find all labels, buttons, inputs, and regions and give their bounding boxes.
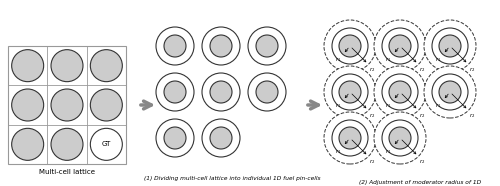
Circle shape xyxy=(424,66,476,118)
Circle shape xyxy=(164,127,186,149)
Circle shape xyxy=(51,50,83,82)
Text: $r_1$: $r_1$ xyxy=(385,101,392,110)
Circle shape xyxy=(210,127,232,149)
Circle shape xyxy=(439,81,461,103)
Circle shape xyxy=(248,73,286,111)
Circle shape xyxy=(389,81,411,103)
Circle shape xyxy=(332,74,368,110)
Text: $r_2$: $r_2$ xyxy=(370,157,376,166)
Circle shape xyxy=(202,73,240,111)
Circle shape xyxy=(202,119,240,157)
Circle shape xyxy=(164,81,186,103)
Circle shape xyxy=(374,66,426,118)
Circle shape xyxy=(12,89,44,121)
Text: $r_2$: $r_2$ xyxy=(470,65,476,74)
Circle shape xyxy=(324,20,376,72)
Circle shape xyxy=(332,28,368,64)
Circle shape xyxy=(164,35,186,57)
Text: $r_2$: $r_2$ xyxy=(370,111,376,120)
Circle shape xyxy=(12,128,44,160)
Circle shape xyxy=(210,81,232,103)
Text: (1) Dividing multi-cell lattice into individual 1D fuel pin-cells: (1) Dividing multi-cell lattice into ind… xyxy=(144,176,320,181)
Circle shape xyxy=(424,20,476,72)
Circle shape xyxy=(324,66,376,118)
Text: $r_1$: $r_1$ xyxy=(335,147,342,156)
Circle shape xyxy=(382,120,418,156)
Text: $r_2$: $r_2$ xyxy=(370,65,376,74)
Circle shape xyxy=(324,112,376,164)
Text: $r_1$: $r_1$ xyxy=(385,55,392,64)
Circle shape xyxy=(156,119,194,157)
Text: $r_2$: $r_2$ xyxy=(420,65,426,74)
Circle shape xyxy=(256,81,278,103)
Text: $r_1$: $r_1$ xyxy=(385,147,392,156)
Circle shape xyxy=(339,81,361,103)
Text: GT: GT xyxy=(102,141,111,147)
Circle shape xyxy=(156,73,194,111)
Circle shape xyxy=(202,27,240,65)
Circle shape xyxy=(389,35,411,57)
Text: $r_1$: $r_1$ xyxy=(435,55,442,64)
Text: Multi-cell lattice: Multi-cell lattice xyxy=(39,169,95,175)
Circle shape xyxy=(439,35,461,57)
Text: $r_2$: $r_2$ xyxy=(420,111,426,120)
Text: $r_1$: $r_1$ xyxy=(335,55,342,64)
Text: $r_1$: $r_1$ xyxy=(435,101,442,110)
Text: $r_1$: $r_1$ xyxy=(335,101,342,110)
Circle shape xyxy=(51,128,83,160)
Circle shape xyxy=(51,89,83,121)
Circle shape xyxy=(210,35,232,57)
Circle shape xyxy=(248,27,286,65)
Circle shape xyxy=(90,89,122,121)
Circle shape xyxy=(374,112,426,164)
Circle shape xyxy=(389,127,411,149)
Circle shape xyxy=(374,20,426,72)
Circle shape xyxy=(432,74,468,110)
Circle shape xyxy=(339,35,361,57)
Circle shape xyxy=(339,127,361,149)
Circle shape xyxy=(90,128,122,160)
Circle shape xyxy=(382,28,418,64)
Circle shape xyxy=(382,74,418,110)
Circle shape xyxy=(256,35,278,57)
Text: $r_2$: $r_2$ xyxy=(420,157,426,166)
Text: (2) Adjustment of moderator radius of 1D
fuel pin-cells to preserve Dancoff fact: (2) Adjustment of moderator radius of 1D… xyxy=(359,180,481,186)
Circle shape xyxy=(12,50,44,82)
Text: $r_2$: $r_2$ xyxy=(470,111,476,120)
Circle shape xyxy=(90,50,122,82)
Bar xyxy=(8,46,126,164)
Circle shape xyxy=(432,28,468,64)
Circle shape xyxy=(156,27,194,65)
Circle shape xyxy=(332,120,368,156)
